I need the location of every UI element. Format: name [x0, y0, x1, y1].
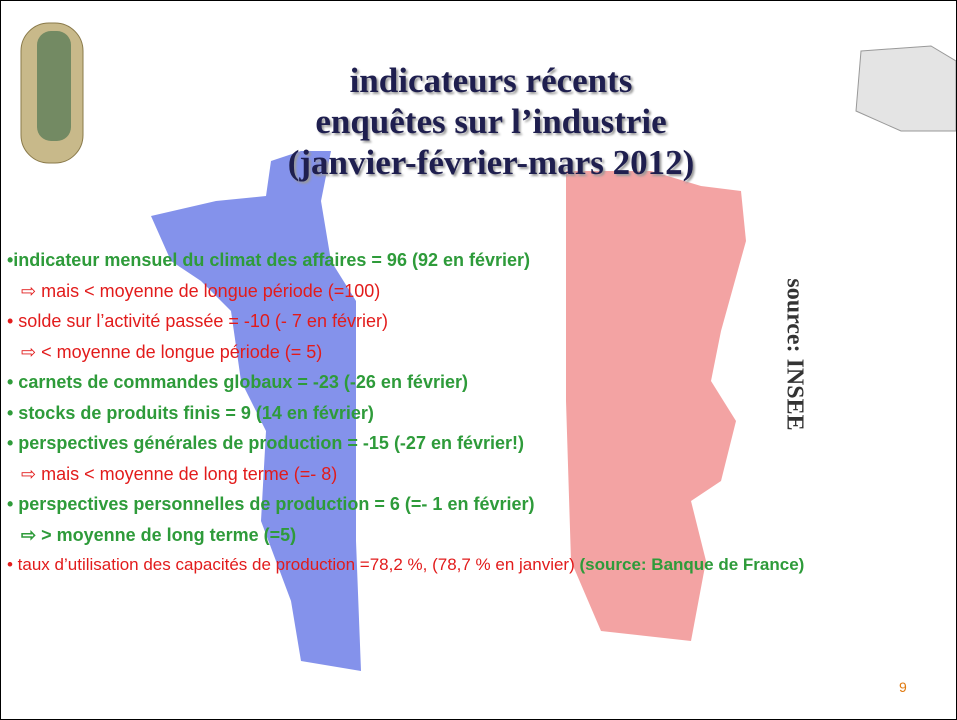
bullet-item: • perspectives générales de production =… — [7, 433, 524, 453]
bullet-item: • taux d’utilisation des capacités de pr… — [7, 552, 952, 577]
bullet-item: ⇨ mais < moyenne de longue période (=100… — [21, 280, 381, 301]
item-text: • taux d’utilisation des capacités de pr… — [7, 555, 575, 574]
logo-left-inner — [37, 31, 71, 141]
bullet-item: ⇨ > moyenne de long terme (=5) — [21, 524, 297, 545]
bullet-item: • stocks de produits finis = 9 (14 en fé… — [7, 402, 374, 423]
red-shape — [566, 171, 746, 641]
bullet-item: •indicateur mensuel du climat des affair… — [7, 250, 531, 270]
bullet-item: • perspectives personnelles de productio… — [7, 494, 535, 514]
title-line: enquêtes sur l’industrie — [315, 102, 667, 141]
bullet-item: • carnets de commandes globaux = -23 (-2… — [7, 372, 468, 392]
page-number: 9 — [899, 679, 907, 695]
bullet-item: • solde sur l’activité passée = -10 (- 7… — [7, 311, 388, 331]
title-line: indicateurs récents — [349, 61, 633, 100]
side-source: source: INSEE — [781, 278, 808, 431]
bullet-item: ⇨ < moyenne de longue période (= 5) — [21, 341, 323, 362]
bullet-item: ⇨ mais < moyenne de long terme (=- 8) — [21, 463, 338, 484]
logo-right — [855, 45, 956, 132]
bullet-list: •indicateur mensuel du climat des affair… — [7, 245, 952, 577]
title-line: (janvier-février-mars 2012) — [287, 143, 695, 182]
blue-shape — [151, 151, 361, 671]
item-source: (source: Banque de France) — [579, 555, 805, 574]
